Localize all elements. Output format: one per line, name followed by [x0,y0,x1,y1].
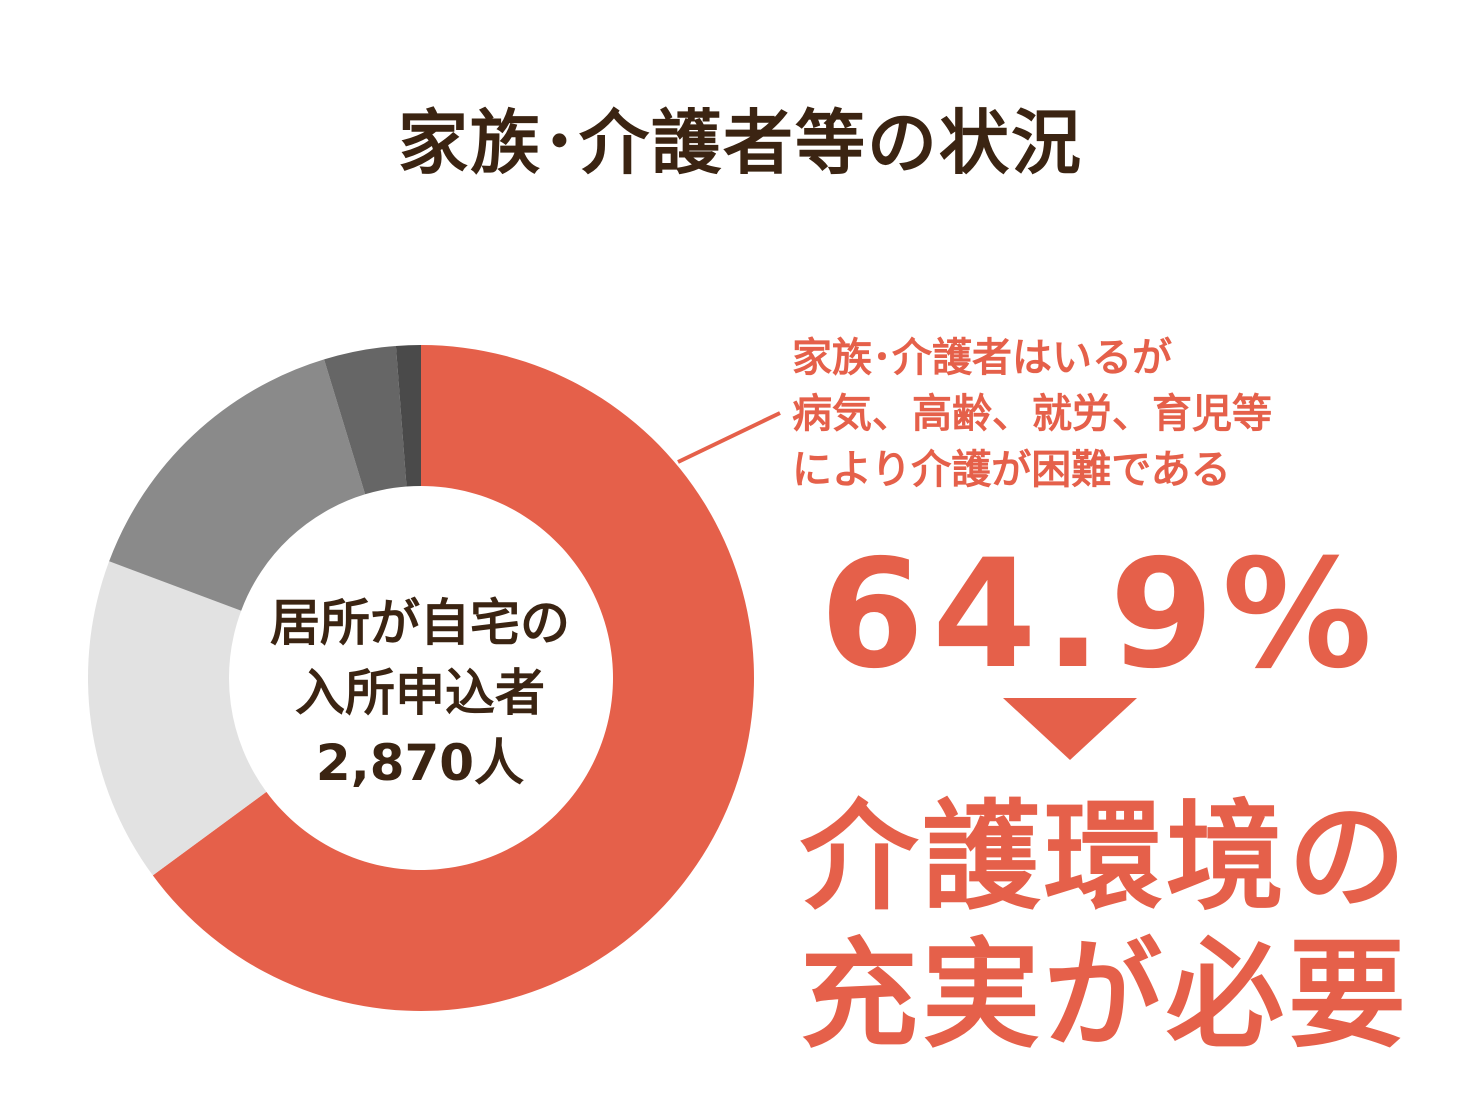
page-title: 家族･介護者等の状況 [398,102,1083,184]
callout-text: 家族･介護者はいるが 病気、高齢、就労、育児等 により介護が困難である [792,330,1432,498]
donut-slice-1 [152,345,754,1011]
callout-line2: 病気、高齢、就労、育児等 [792,391,1272,437]
donut-center-label: 居所が自宅の 入所申込者 2,870人 [260,588,580,798]
highlight-percentage: 64.9% [819,528,1381,702]
donut-slices [88,345,754,1011]
down-arrow-icon [1003,698,1137,760]
conclusion-line1: 介護環境の [799,788,1410,926]
callout-line1: 家族･介護者はいるが [792,335,1172,381]
callout-leader-line [677,411,781,464]
donut-slice-2 [88,561,267,876]
donut-slice-4 [324,345,407,495]
donut-slice-5 [395,345,421,487]
center-label-line2: 入所申込者 [295,664,545,722]
donut-slice-3 [109,359,366,611]
conclusion-line2: 充実が必要 [799,926,1410,1064]
callout-line3: により介護が困難である [792,447,1231,493]
center-label-count: 2,870人 [315,734,525,792]
conclusion-text: 介護環境の 充実が必要 [765,788,1445,1064]
center-label-line1: 居所が自宅の [270,594,570,652]
